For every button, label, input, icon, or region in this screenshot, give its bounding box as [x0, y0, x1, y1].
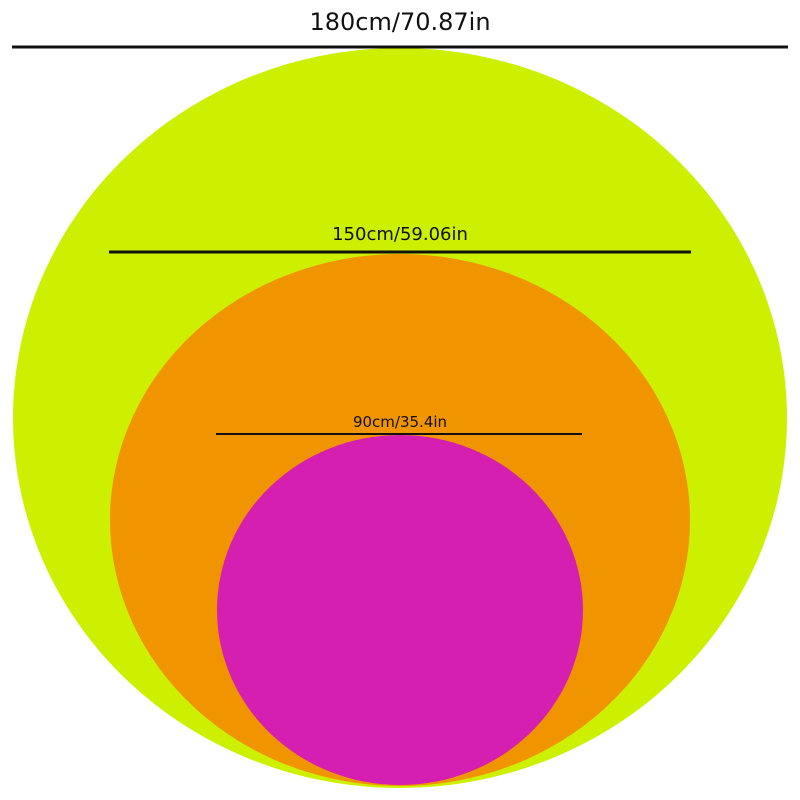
label-90cm: 90cm/35.4in	[352, 413, 448, 431]
label-150cm: 150cm/59.06in	[332, 224, 468, 245]
label-180cm: 180cm/70.87in	[309, 8, 491, 36]
circle-90cm	[217, 435, 583, 785]
